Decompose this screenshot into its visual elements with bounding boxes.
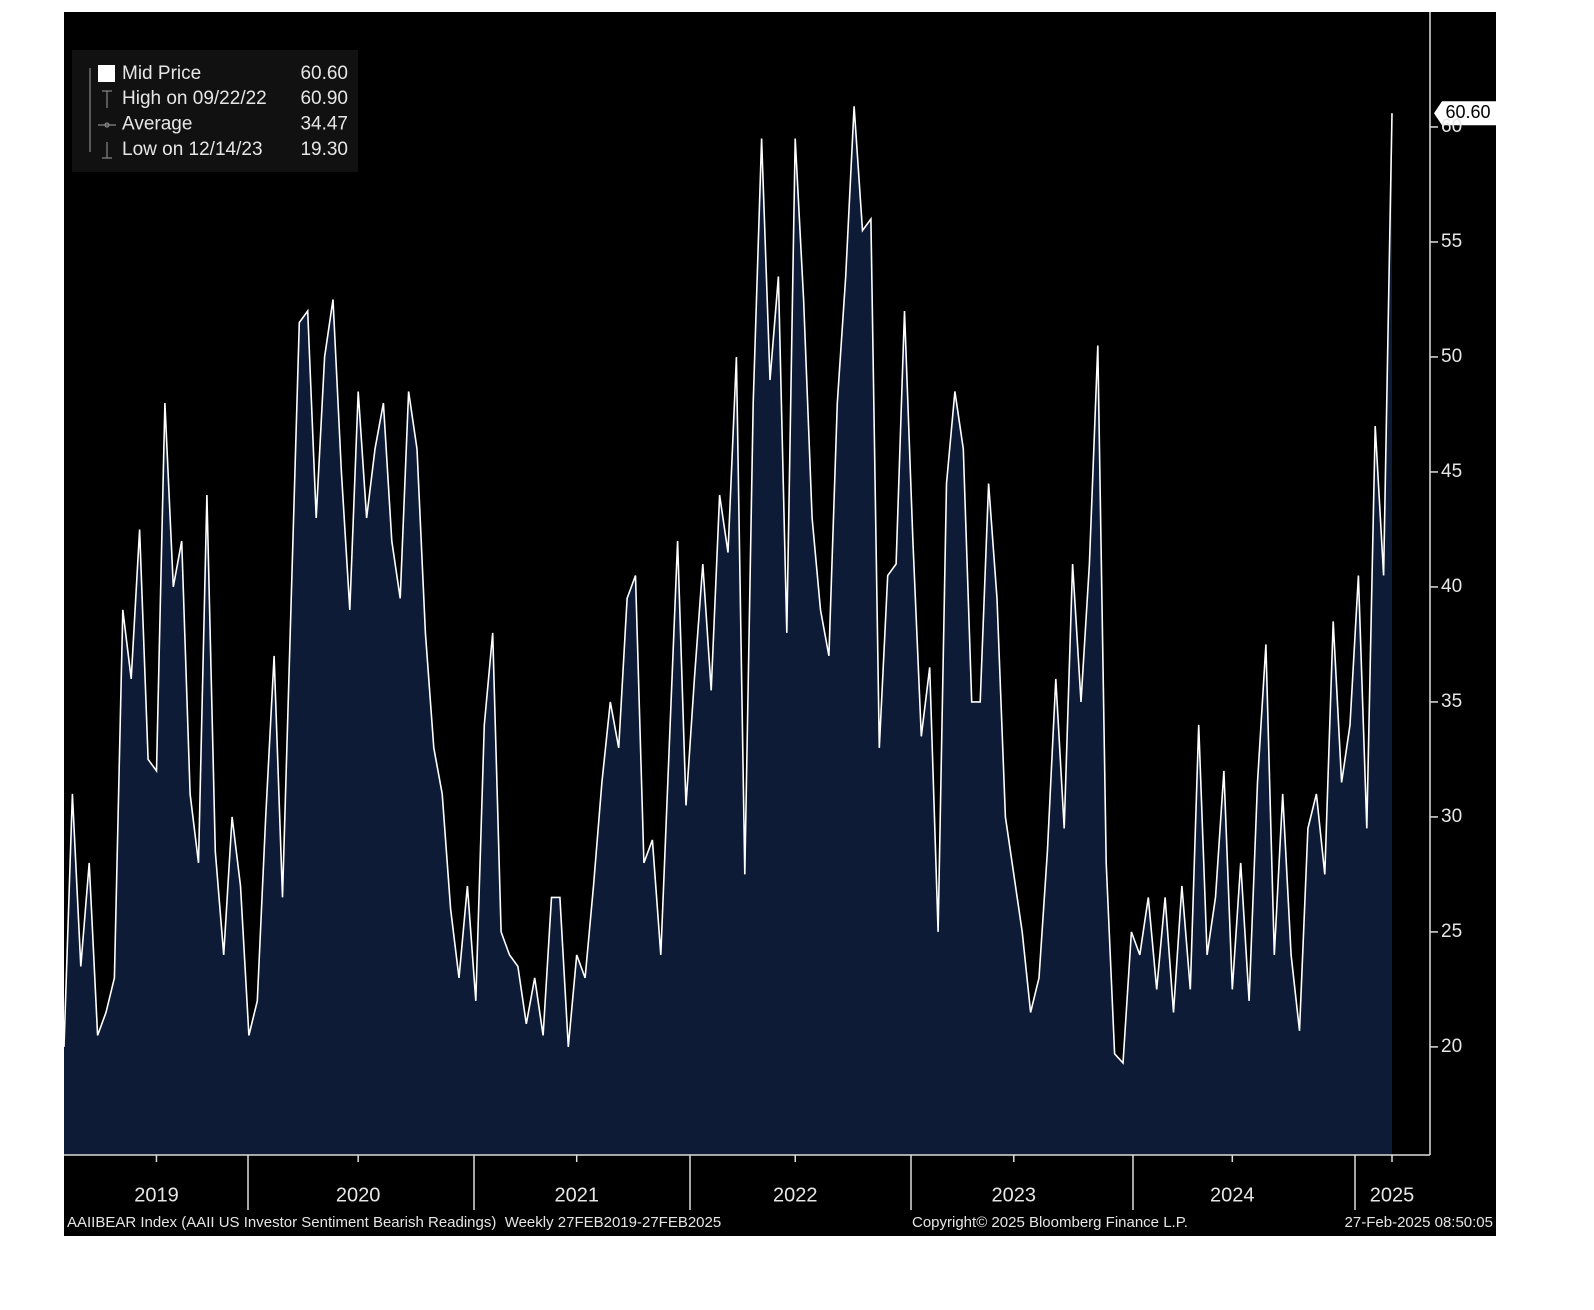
y-tick-label: 60 bbox=[1441, 116, 1462, 137]
legend-label: Average bbox=[122, 114, 192, 135]
y-tick-label: 35 bbox=[1441, 691, 1462, 712]
y-tick-label: 40 bbox=[1441, 576, 1462, 597]
x-tick-label: 2019 bbox=[134, 1184, 179, 1206]
footer-description: AAIIBEAR Index (AAII US Investor Sentime… bbox=[67, 1214, 721, 1231]
last-value-label: 60.60 bbox=[1445, 102, 1490, 122]
x-tick-label: 2020 bbox=[336, 1184, 381, 1206]
legend-value: 34.47 bbox=[300, 114, 348, 135]
y-tick-label: 50 bbox=[1441, 346, 1462, 367]
x-tick-label: 2023 bbox=[992, 1184, 1037, 1206]
legend: Mid Price 60.60 bbox=[72, 50, 358, 172]
plot-area bbox=[63, 106, 1393, 1155]
legend-label: Low on 12/14/23 bbox=[122, 139, 263, 160]
y-tick-label: 45 bbox=[1441, 461, 1462, 482]
badge: 60.60 bbox=[1434, 101, 1496, 126]
y-tick-label: 55 bbox=[1441, 231, 1462, 252]
footer-timestamp: 27-Feb-2025 08:50:05 bbox=[1345, 1214, 1493, 1231]
x-tick-label: 2022 bbox=[773, 1184, 818, 1206]
y-tick-label: 25 bbox=[1441, 921, 1462, 942]
legend-label: High on 09/22/22 bbox=[122, 88, 267, 109]
y-tick-label: 30 bbox=[1441, 806, 1462, 827]
last-value-badge bbox=[1434, 101, 1496, 126]
area-fill bbox=[64, 106, 1392, 1155]
legend-value: 60.90 bbox=[300, 88, 348, 109]
x-tick-label: 2024 bbox=[1210, 1184, 1255, 1206]
series-line bbox=[63, 106, 1393, 1065]
x-tick-label: 2025 bbox=[1370, 1184, 1415, 1206]
legend-icons bbox=[89, 68, 116, 159]
y-tick-label: 20 bbox=[1441, 1036, 1462, 1057]
legend-value: 60.60 bbox=[300, 63, 348, 84]
year-separators bbox=[247, 1155, 1356, 1210]
legend-swatch bbox=[98, 65, 115, 82]
x-tick-label: 2021 bbox=[554, 1184, 599, 1206]
legend-label: Mid Price bbox=[122, 63, 201, 84]
footer-copyright: Copyright© 2025 Bloomberg Finance L.P. bbox=[912, 1214, 1188, 1231]
legend-value: 19.30 bbox=[300, 139, 348, 160]
legend-box bbox=[72, 50, 358, 172]
